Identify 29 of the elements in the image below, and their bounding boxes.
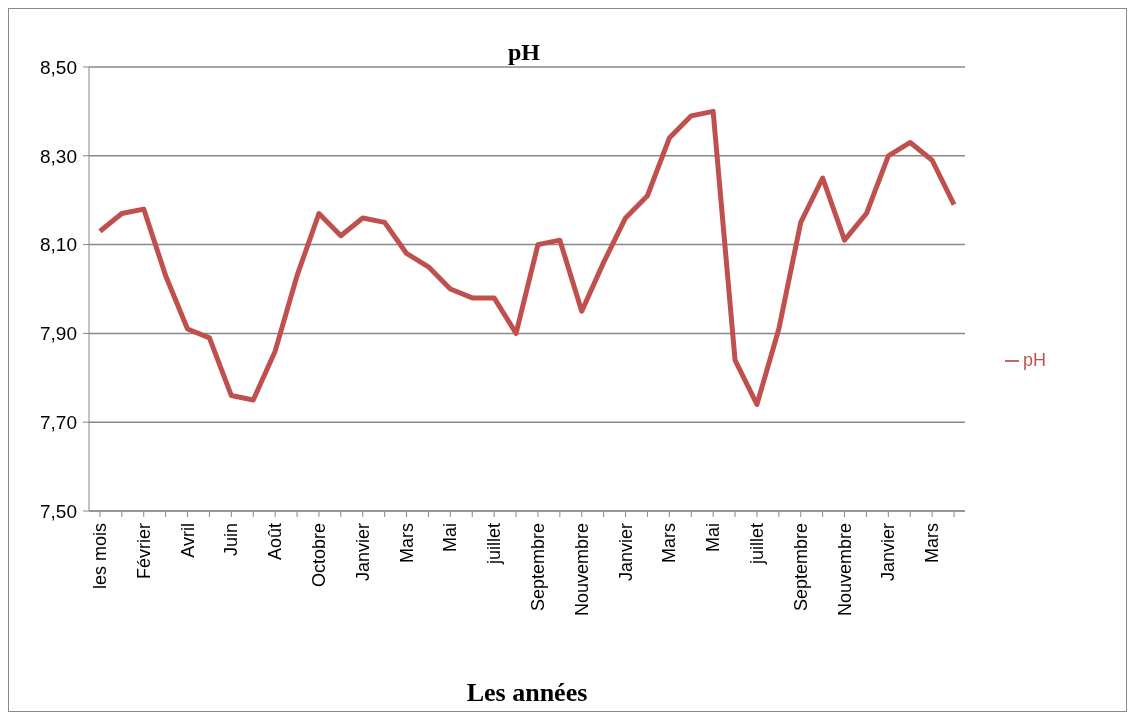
x-tick-label: Nouvembre: [571, 523, 592, 617]
x-tick-label: Mars: [922, 523, 943, 563]
x-tick-label: Février: [133, 523, 154, 580]
x-tick-label: Septembre: [790, 523, 811, 612]
x-tick-label: Mars: [659, 523, 680, 563]
x-tick-label: Mars: [396, 523, 417, 563]
x-tick-label: Janvier: [615, 523, 636, 582]
chart-title: pH: [507, 39, 540, 65]
x-tick-label: Octobre: [308, 523, 329, 588]
x-tick-label: Janvier: [878, 523, 899, 582]
x-tick-label: juillet: [484, 523, 505, 566]
x-tick-label: Janvier: [352, 523, 373, 582]
x-tick-label: Mai: [440, 523, 461, 553]
y-tick-label: 8,30: [40, 145, 77, 167]
x-tick-label: Nouvembre: [834, 523, 855, 617]
y-tick-label: 8,10: [40, 234, 77, 256]
x-axis-title: Les années: [466, 678, 588, 707]
x-tick-label: Septembre: [527, 523, 548, 612]
x-tick-label: Mai: [703, 523, 724, 553]
y-tick-label: 7,70: [40, 411, 77, 433]
x-tick-label: juillet: [746, 523, 767, 566]
y-tick-label: 7,50: [40, 500, 77, 522]
legend-label: pH: [1022, 349, 1046, 370]
y-tick-label: 7,90: [40, 323, 77, 345]
x-tick-label: Avril: [177, 523, 198, 558]
x-tick-label: Juin: [221, 523, 242, 557]
x-tick-label: les mois: [89, 523, 110, 590]
x-tick-label: Août: [265, 523, 286, 561]
y-tick-label: 8,50: [40, 56, 77, 78]
